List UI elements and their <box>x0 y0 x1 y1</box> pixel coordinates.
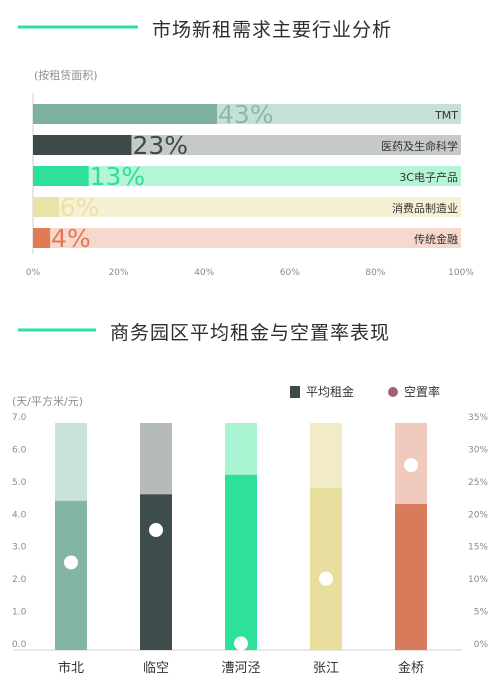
category-label: 市北 <box>58 660 84 676</box>
bar-track <box>33 135 461 155</box>
legend-vacancy-swatch <box>388 387 398 397</box>
chart1-unit-label: (按租赁面积) <box>34 68 98 82</box>
bar-1 <box>33 135 132 155</box>
chart1-bars: 43% TMT 23% 医药及生命科学 13% 3C电子产品 6% 消费品制造业 4% 传统金融 <box>33 100 461 253</box>
bar-value-label: 6% <box>60 193 100 222</box>
bar-category-label: 医药及生命科学 <box>381 139 458 153</box>
x-tick-label: 40% <box>194 268 214 278</box>
y2-tick-label: 20% <box>468 510 488 520</box>
vacancy-point-1 <box>149 523 163 538</box>
x-tick-label: 80% <box>365 268 385 278</box>
vacancy-point-0 <box>64 555 78 570</box>
category-label: 漕河泾 <box>221 661 260 676</box>
chart2-y-ticks: 0.0 1.0 2.0 3.0 4.0 5.0 6.0 7.0 0% 5% 10% 15% 20% 25%… <box>12 413 488 650</box>
category-label: 临空 <box>143 661 169 676</box>
bar-value-label: 13% <box>90 162 146 191</box>
vacancy-point-3 <box>319 571 333 586</box>
rent-bar-2 <box>225 474 257 650</box>
chart2-categories: 市北 临空 漕河泾 张江 金桥 <box>58 660 424 676</box>
chart2-title: 商务园区平均租金与空置率表现 <box>110 322 390 344</box>
x-tick-label: 60% <box>280 268 300 278</box>
bar-2 <box>33 166 89 186</box>
y-tick-label: 7.0 <box>12 413 27 423</box>
bar-value-label: 43% <box>218 100 274 129</box>
chart2-y-axis-label: (天/平方米/元) <box>12 394 83 408</box>
y2-tick-label: 30% <box>468 445 488 455</box>
y2-tick-label: 35% <box>468 413 488 423</box>
y-tick-label: 3.0 <box>12 543 27 553</box>
y-tick-label: 0.0 <box>12 640 27 650</box>
legend-rent-swatch <box>290 386 300 398</box>
y-tick-label: 1.0 <box>12 608 27 618</box>
bar-0 <box>33 104 218 124</box>
bar-track <box>33 166 461 186</box>
x-tick-label: 100% <box>448 268 474 278</box>
rent-bar-3 <box>310 487 342 650</box>
bar-value-label: 23% <box>132 131 188 160</box>
y-tick-label: 5.0 <box>12 478 27 488</box>
bar-category-label: 3C电子产品 <box>399 170 458 184</box>
bar-category-label: TMT <box>434 109 458 122</box>
category-label: 张江 <box>313 661 339 676</box>
y-tick-label: 4.0 <box>12 510 27 520</box>
y2-tick-label: 10% <box>468 575 488 585</box>
chart2-bars <box>55 423 427 651</box>
x-tick-label: 0% <box>26 268 41 278</box>
legend-rent-label: 平均租金 <box>306 384 354 399</box>
bar-track <box>33 197 461 217</box>
category-label: 金桥 <box>398 660 424 676</box>
x-tick-label: 20% <box>109 268 129 278</box>
rent-bar-0 <box>55 500 87 650</box>
chart1-x-ticks: 0% 20% 40% 60% 80% 100% <box>26 268 474 278</box>
bar-4 <box>33 228 51 248</box>
legend-vacancy-label: 空置率 <box>404 384 440 399</box>
y2-tick-label: 5% <box>474 608 489 618</box>
bar-track <box>33 228 461 248</box>
chart1-title: 市场新租需求主要行业分析 <box>152 19 392 41</box>
rent-bar-4 <box>395 504 427 650</box>
bar-3 <box>33 197 59 217</box>
vacancy-point-4 <box>404 458 418 473</box>
y-tick-label: 2.0 <box>12 575 27 585</box>
bar-category-label: 传统金融 <box>414 232 458 246</box>
y2-tick-label: 15% <box>468 543 488 553</box>
y2-tick-label: 0% <box>474 640 489 650</box>
y-tick-label: 6.0 <box>12 445 27 455</box>
rent-bar-1 <box>140 494 172 650</box>
bar-category-label: 消费品制造业 <box>392 201 458 215</box>
vacancy-point-2 <box>234 636 248 651</box>
bar-value-label: 4% <box>51 224 91 253</box>
y2-tick-label: 25% <box>468 478 488 488</box>
